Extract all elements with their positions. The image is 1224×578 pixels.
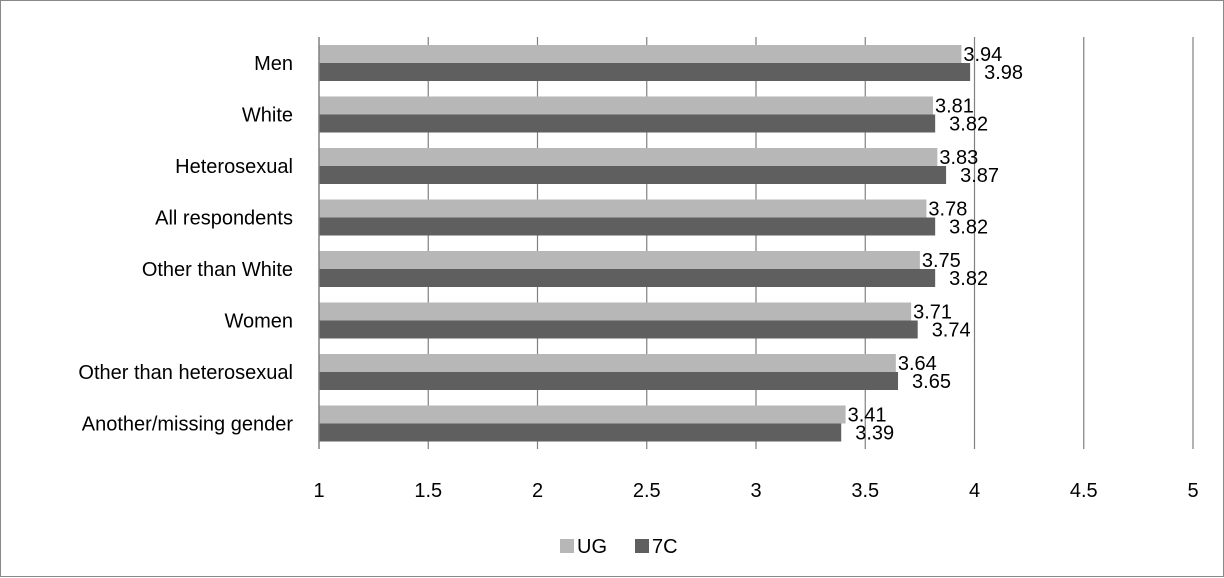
bar-ug-7 (319, 354, 896, 372)
legend-label-ug: UG (577, 536, 607, 558)
bar-7c-4 (319, 217, 936, 236)
bar-7c-7 (319, 372, 899, 390)
data-label-7c-4: 3.82 (949, 217, 988, 239)
data-label-7c-5: 3.82 (949, 268, 988, 290)
category-label: All respondents (155, 208, 293, 230)
bar-ug-6 (319, 302, 912, 321)
tick-label: 2.5 (633, 480, 661, 502)
tick-label: 4.5 (1070, 480, 1098, 502)
category-label: Other than White (142, 259, 293, 281)
category-label: Another/missing gender (82, 414, 294, 436)
data-label-7c-7: 3.65 (912, 371, 951, 393)
data-label-7c-2: 3.82 (949, 114, 988, 136)
bar-ug-8 (319, 405, 846, 424)
tick-label: 1.5 (414, 480, 442, 502)
legend-label-7c: 7C (652, 536, 678, 558)
tick-label: 3.5 (851, 480, 879, 502)
data-label-ug-4: 3.78 (928, 199, 967, 221)
bar-ug-4 (319, 199, 927, 218)
data-label-7c-1: 3.98 (984, 62, 1023, 84)
category-label: Other than heterosexual (78, 362, 293, 384)
category-label: White (242, 105, 293, 127)
data-label-7c-3: 3.87 (960, 165, 999, 187)
tick-label: 2 (532, 480, 543, 502)
data-label-ug-6: 3.71 (913, 302, 952, 324)
category-label: Heterosexual (175, 156, 293, 178)
legend: UG 7C (560, 536, 678, 558)
tick-label: 3 (750, 480, 761, 502)
bar-ug-3 (319, 148, 938, 166)
bar-ug-5 (319, 251, 920, 269)
data-label-ug-7: 3.64 (898, 353, 937, 375)
tick-label: 5 (1187, 480, 1198, 502)
tick-label: 1 (313, 480, 324, 502)
data-labels: 3.943.983.813.823.833.873.783.823.753.82… (848, 44, 1023, 445)
data-label-ug-8: 3.41 (848, 405, 887, 427)
data-label-ug-2: 3.81 (935, 96, 974, 118)
bar-7c-3 (319, 166, 947, 184)
bar-7c-1 (319, 63, 971, 81)
bar-ug-1 (319, 45, 962, 63)
tick-labels: 1 1.5 2 2.5 3 3.5 4 4.5 5 (313, 480, 1198, 502)
data-label-ug-5: 3.75 (922, 250, 961, 272)
bar-7c-6 (319, 320, 918, 339)
bar-7c-2 (319, 114, 936, 133)
data-label-ug-3: 3.83 (939, 147, 978, 169)
category-labels: Men White Heterosexual All respondents Other… (78, 53, 293, 436)
data-label-7c-8: 3.39 (855, 423, 894, 445)
bar-7c-8 (319, 423, 842, 442)
tick-label: 4 (969, 480, 980, 502)
category-label: Women (224, 311, 293, 333)
bars (319, 45, 971, 442)
bar-ug-2 (319, 96, 933, 115)
legend-swatch-ug (560, 539, 574, 553)
bar-7c-5 (319, 269, 936, 287)
data-label-7c-6: 3.74 (932, 320, 971, 342)
data-label-ug-1: 3.94 (963, 44, 1002, 66)
legend-swatch-7c (635, 539, 649, 553)
category-label: Men (254, 53, 293, 75)
